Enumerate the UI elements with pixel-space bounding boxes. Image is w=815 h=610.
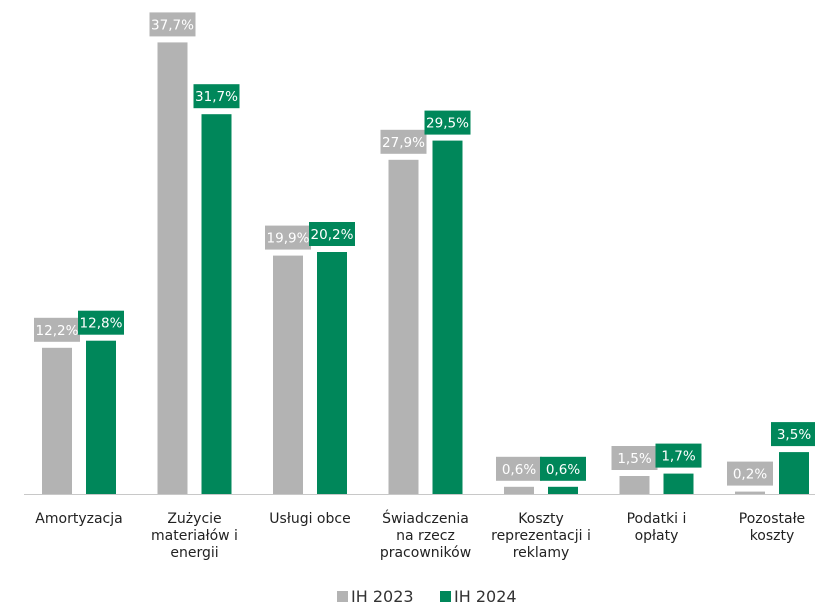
data-label: 31,7% (193, 84, 240, 109)
bar (157, 42, 188, 495)
bar (548, 486, 578, 494)
bar (663, 473, 694, 494)
data-label-text: 20,2% (311, 227, 354, 243)
data-label-box (771, 422, 815, 447)
data-label-text: 37,7% (151, 17, 194, 33)
data-label: 20,2% (309, 222, 355, 246)
legend-label: IH 2024 (454, 587, 517, 606)
category-label: Pozostałe koszty (739, 511, 805, 544)
legend-swatch (337, 591, 348, 602)
data-label-box (540, 456, 586, 481)
data-labels-ih-2024: 12,8% 31,7% 20,2% 29,5% 0,6% 1,7% 3,5% (78, 84, 815, 481)
category-label-line: pracowników (380, 545, 471, 561)
data-label: 0,6% (540, 456, 586, 481)
data-label: 1,7% (655, 443, 702, 468)
data-label-text: 19,9% (267, 231, 310, 247)
category-label-line: Amortyzacja (35, 511, 122, 527)
x-axis-labels: Amortyzacja Zużycie materiałów i energii Usł… (35, 509, 805, 561)
legend-item: IH 2023 (337, 587, 414, 606)
category-label: Usługi obce (269, 511, 350, 527)
data-label-box (424, 110, 471, 135)
bar (735, 491, 765, 494)
data-label: 12,8% (78, 310, 124, 335)
data-label-box (309, 222, 355, 246)
category-label: Amortyzacja (35, 511, 122, 527)
data-label-text: 0,2% (733, 467, 767, 483)
data-label: 37,7% (149, 12, 196, 37)
category-label-line: reprezentacji i (491, 528, 591, 544)
data-label-text: 1,7% (661, 449, 695, 465)
legend-item: IH 2024 (440, 587, 517, 606)
category-label-line: Koszty (518, 511, 563, 527)
data-label: 12,2% (34, 317, 80, 342)
data-label: 0,2% (727, 461, 773, 486)
data-label: 1,5% (611, 446, 658, 470)
data-label-box (727, 461, 773, 486)
data-label-box (193, 84, 240, 109)
category-label-line: Podatki i (627, 511, 687, 527)
data-label: 29,5% (424, 110, 471, 135)
data-label-box (496, 456, 542, 481)
bar (273, 255, 303, 494)
data-label: 19,9% (265, 225, 311, 250)
data-label-text: 27,9% (382, 135, 425, 151)
bar (619, 476, 650, 494)
bar (388, 159, 419, 495)
legend: IH 2023 IH 2024 (337, 587, 517, 606)
legend-swatch (440, 591, 451, 602)
bar (432, 140, 463, 494)
category-label: Świadczenia na rzecz pracowników (380, 509, 471, 561)
category-label-line: reklamy (513, 545, 570, 561)
data-label-text: 31,7% (195, 89, 238, 105)
category-label-line: Zużycie (167, 511, 221, 527)
series-ih-2024 (86, 114, 809, 494)
data-label: 27,9% (380, 129, 427, 154)
category-label-line: Pozostałe (739, 511, 805, 527)
category-label: Zużycie materiałów i energii (151, 511, 238, 561)
category-label-line: Usługi obce (269, 511, 350, 527)
data-label-box (149, 12, 196, 37)
data-label-text: 0,6% (502, 462, 536, 478)
data-label-box (655, 443, 702, 468)
data-label-box (78, 310, 124, 335)
data-label-text: 12,2% (36, 323, 79, 339)
data-label-box (34, 317, 80, 342)
category-label: Koszty reprezentacji i reklamy (491, 511, 591, 561)
category-label-line: koszty (750, 528, 795, 544)
category-label-line: Świadczenia (382, 509, 469, 527)
category-label-line: energii (170, 545, 218, 561)
bar (201, 114, 232, 494)
legend-label: IH 2023 (351, 587, 414, 606)
data-label: 3,5% (771, 422, 815, 447)
data-label-text: 29,5% (426, 116, 469, 132)
data-label-box (265, 225, 311, 250)
data-label-text: 3,5% (777, 427, 811, 443)
data-label-text: 1,5% (617, 451, 651, 467)
category-label-line: na rzecz (396, 528, 455, 544)
data-label-box (611, 446, 658, 470)
series-ih-2023 (42, 42, 765, 495)
category-label-line: opłaty (635, 528, 679, 544)
data-label-text: 12,8% (80, 316, 123, 332)
category-label-line: materiałów i (151, 528, 238, 544)
bar (779, 452, 809, 494)
data-label-box (380, 129, 427, 154)
category-label: Podatki i opłaty (627, 511, 687, 544)
bar (504, 486, 534, 494)
bar (86, 340, 116, 494)
data-label-text: 0,6% (546, 462, 580, 478)
bar (42, 347, 72, 494)
data-labels-ih-2023: 12,2% 37,7% 19,9% 27,9% 0,6% 1,5% 0,2% (34, 12, 773, 486)
data-label: 0,6% (496, 456, 542, 481)
bar (317, 252, 347, 494)
